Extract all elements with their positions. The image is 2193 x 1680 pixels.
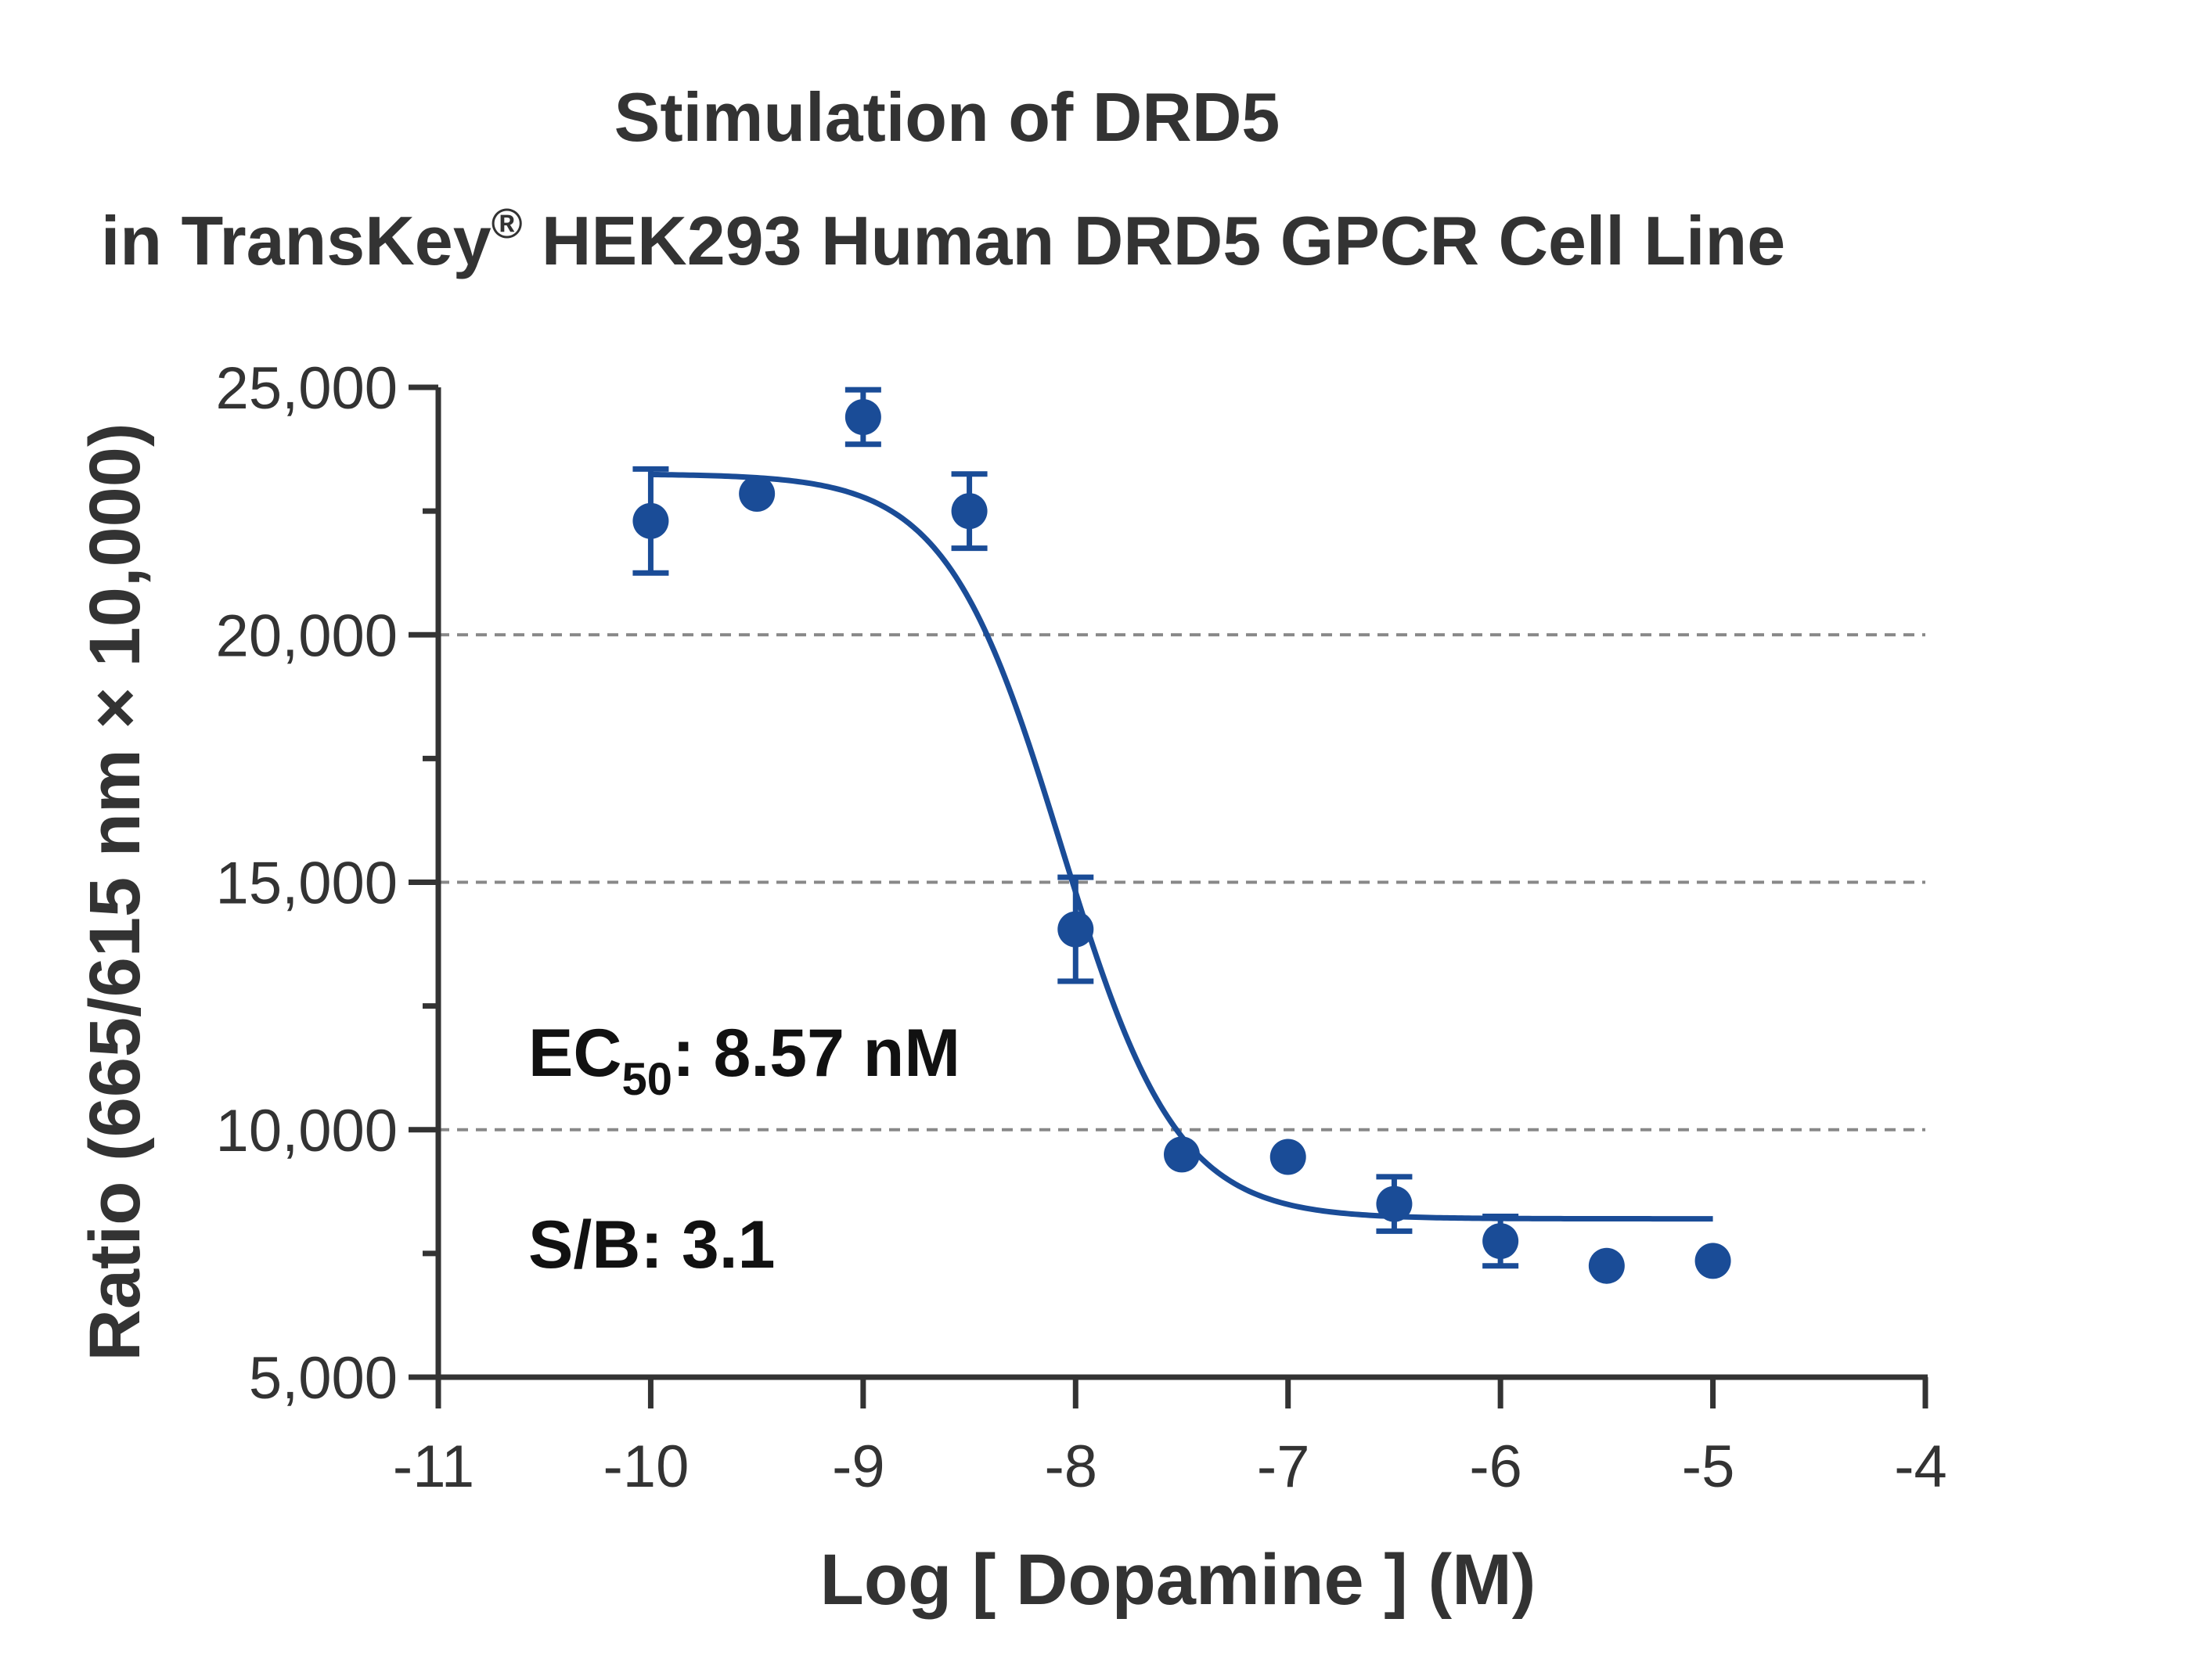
y-tick-label: 15,000 [216,851,398,917]
chart-title-line2-pre: in TransKey [101,202,492,279]
y-axis-label: Ratio (665/615 nm × 10,000) [75,423,155,1361]
grid-layer [438,633,1925,1131]
ec50-prefix: EC [528,1016,621,1091]
data-point-0 [632,502,669,539]
chart-title-line1: Stimulation of DRD5 [614,78,1280,156]
x-tick-label: -5 [1682,1434,1735,1500]
y-tick-label: 5,000 [249,1345,398,1412]
y-tick-label: 25,000 [216,355,398,422]
sb-annotation: S/B: 3.1 [528,1207,775,1282]
axes-layer: 5,000 10,000 15,000 20,000 25,000 -11 -10 -9 -8 -… [216,355,1947,1500]
data-point-2 [844,398,881,435]
data-point-7 [1376,1185,1413,1222]
fit-curve-layer [650,471,1713,1222]
x-tick-label: -10 [603,1434,690,1500]
data-point-10 [1694,1243,1731,1279]
y-tick-label: 20,000 [216,603,398,669]
ec50-value: : 8.57 nM [672,1016,960,1091]
y-tick-label: 10,000 [216,1098,398,1164]
data-point-9 [1588,1247,1625,1284]
x-axis-label: Log [ Dopamine ] (M) [820,1540,1536,1620]
data-points-layer [632,387,1731,1284]
data-point-5 [1164,1136,1200,1173]
x-tick-label: -7 [1257,1434,1310,1500]
x-tick-label: -11 [393,1434,474,1500]
data-point-4 [1057,911,1094,948]
chart-title-registered-mark: ® [492,200,523,247]
x-tick-label: -8 [1044,1434,1097,1500]
data-point-8 [1482,1223,1519,1260]
ec50-subscript: 50 [621,1054,672,1105]
ec50-annotation: EC50: 8.57 nM [528,1016,960,1105]
chart-title-line2-post: HEK293 Human DRD5 GPCR Cell Line [522,202,1785,279]
x-tick-label: -4 [1894,1434,1947,1500]
x-tick-label: -6 [1469,1434,1522,1500]
fit-curve-series-0 [650,471,1713,1222]
data-point-6 [1269,1139,1306,1175]
x-tick-label: -9 [832,1434,885,1500]
chart-title-line2: in TransKey® HEK293 Human DRD5 GPCR Cell… [101,200,1785,279]
data-point-3 [951,493,988,530]
data-point-1 [739,475,776,512]
